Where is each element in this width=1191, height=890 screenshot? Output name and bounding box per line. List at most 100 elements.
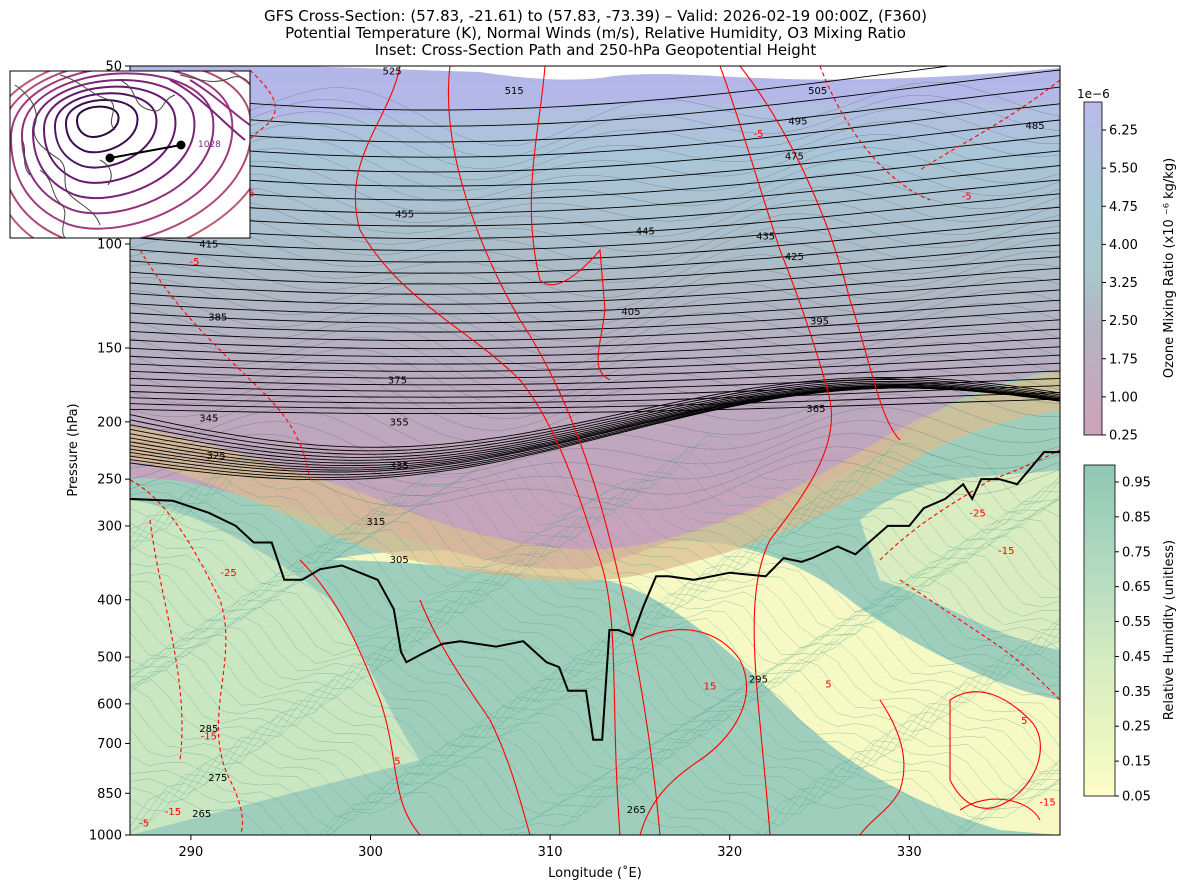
theta-contour (130, 150, 1060, 201)
rh-colorbar-tick-label: 0.45 (1122, 650, 1151, 665)
theta-label: 405 (621, 307, 640, 318)
theta-contour (130, 328, 1060, 358)
x-axis-label: Longitude (˚E) (548, 865, 642, 881)
ozone-contour (130, 147, 1060, 202)
wind-contour (354, 66, 621, 835)
theta-label: 505 (808, 86, 827, 97)
y-axis-label: Pressure (hPa) (66, 403, 81, 496)
theta-contour (130, 86, 1060, 143)
rh-colorbar-tick-label: 0.15 (1122, 755, 1151, 770)
y-tick-label: 600 (97, 697, 122, 712)
dry-right-column (860, 470, 1060, 650)
theta-contour (130, 382, 1060, 458)
theta-contour (130, 385, 1060, 404)
theta-contour (130, 362, 1060, 386)
x-tick-label: 310 (538, 845, 563, 860)
wind-contour (419, 599, 531, 835)
wind-label: -25 (969, 508, 985, 519)
theta-contour (130, 380, 1060, 455)
x-tick-label: 320 (717, 845, 742, 860)
theta-contour (130, 103, 1060, 158)
wind-contour (130, 479, 244, 835)
inset-height-contour (10, 71, 250, 238)
wind-contour (530, 66, 611, 381)
theta-label: 275 (208, 773, 227, 784)
theta-contour (130, 387, 1060, 481)
y-tick-label: 700 (97, 737, 122, 752)
theta-contour (130, 179, 1060, 227)
wind-label: 5 (1021, 716, 1027, 727)
ozone-contour (130, 263, 1060, 328)
theta-label: 385 (208, 313, 227, 324)
wind-contour-lines (130, 66, 1060, 835)
rh-contour (130, 578, 1060, 650)
ozone-colorbar-tick-label: 2.50 (1109, 314, 1138, 329)
theta-contour (130, 386, 1060, 467)
theta-contour (130, 289, 1060, 324)
theta-contour (130, 385, 1060, 464)
rh-colorbar-tick-label: 0.95 (1122, 476, 1151, 491)
theta-label: 445 (636, 226, 655, 237)
rh-contour-lines (130, 435, 1060, 835)
ozone-colorbar-swatch (1083, 101, 1103, 436)
rh-contour (130, 604, 1060, 678)
rh-contour (130, 766, 1060, 835)
x-tick-label: 290 (178, 845, 203, 860)
rh-contour (130, 479, 1060, 551)
rh-contour (130, 568, 1060, 642)
rh-contour (130, 487, 1060, 562)
wind-contour (139, 249, 311, 481)
inset-height-contours (10, 71, 250, 238)
rh-colorbar: 0.95 0.85 0.75 0.65 0.55 0.45 0.35 0.25 0.15 0.05… (1083, 464, 1177, 805)
rh-colorbar-swatch (1083, 464, 1116, 797)
theta-label: 475 (785, 152, 804, 163)
rh-contour (130, 588, 1060, 658)
dry-air-region (330, 541, 1060, 835)
rh-colorbar-tick-label: 0.25 (1122, 720, 1151, 735)
rh-contour (130, 712, 1060, 786)
theta-label: 455 (395, 210, 414, 221)
theta-contour (130, 319, 1060, 350)
theta-label: 525 (382, 67, 401, 78)
rh-colorbar-tick-label: 0.55 (1122, 615, 1151, 630)
rh-contour (130, 720, 1060, 796)
rh-contour (130, 506, 1060, 578)
ozone-contour (130, 302, 1060, 369)
inset-height-contour (42, 85, 177, 184)
rh-contour (130, 496, 1060, 570)
wind-contour (819, 66, 931, 201)
theta-contour (130, 299, 1060, 333)
wind-label: -15 (1039, 798, 1055, 809)
white-top-gap (250, 66, 1060, 80)
theta-label: 315 (366, 517, 385, 528)
title-line-3: Inset: Cross-Section Path and 250-hPa Ge… (374, 41, 817, 59)
rh-colorbar-ticks: 0.95 0.85 0.75 0.65 0.55 0.45 0.35 0.25 0.15 0.05 (1115, 476, 1151, 805)
theta-contour (130, 383, 1060, 461)
wind-label: -5 (753, 129, 763, 140)
theta-contour (130, 379, 1060, 452)
inset-contour-label: 1028 (198, 140, 221, 150)
wind-contour (639, 629, 747, 835)
rh-colorbar-tick-label: 0.35 (1122, 685, 1151, 700)
theta-label: 305 (390, 555, 409, 566)
ozone-contour (130, 95, 1060, 158)
wind-contour (899, 579, 1060, 701)
wind-contour (949, 691, 1041, 809)
inset-height-contour (10, 71, 234, 230)
ozone-contour (130, 199, 1060, 253)
rh-contour (130, 553, 1060, 622)
ozone-colorbar-tick-label: 0.25 (1109, 429, 1138, 444)
inset-height-contour (169, 79, 246, 141)
y-tick-label: 300 (97, 519, 122, 534)
theta-label: 335 (390, 461, 409, 472)
rh-contour (130, 749, 1060, 822)
theta-contour (130, 256, 1060, 295)
wind-label: 5 (394, 757, 400, 768)
theta-label: 295 (749, 675, 768, 686)
theta-label: 355 (390, 417, 409, 428)
theta-contour (130, 337, 1060, 365)
rh-colorbar-tick-label: 0.65 (1122, 580, 1151, 595)
ozone-colorbar-tick-label: 5.50 (1109, 162, 1138, 177)
